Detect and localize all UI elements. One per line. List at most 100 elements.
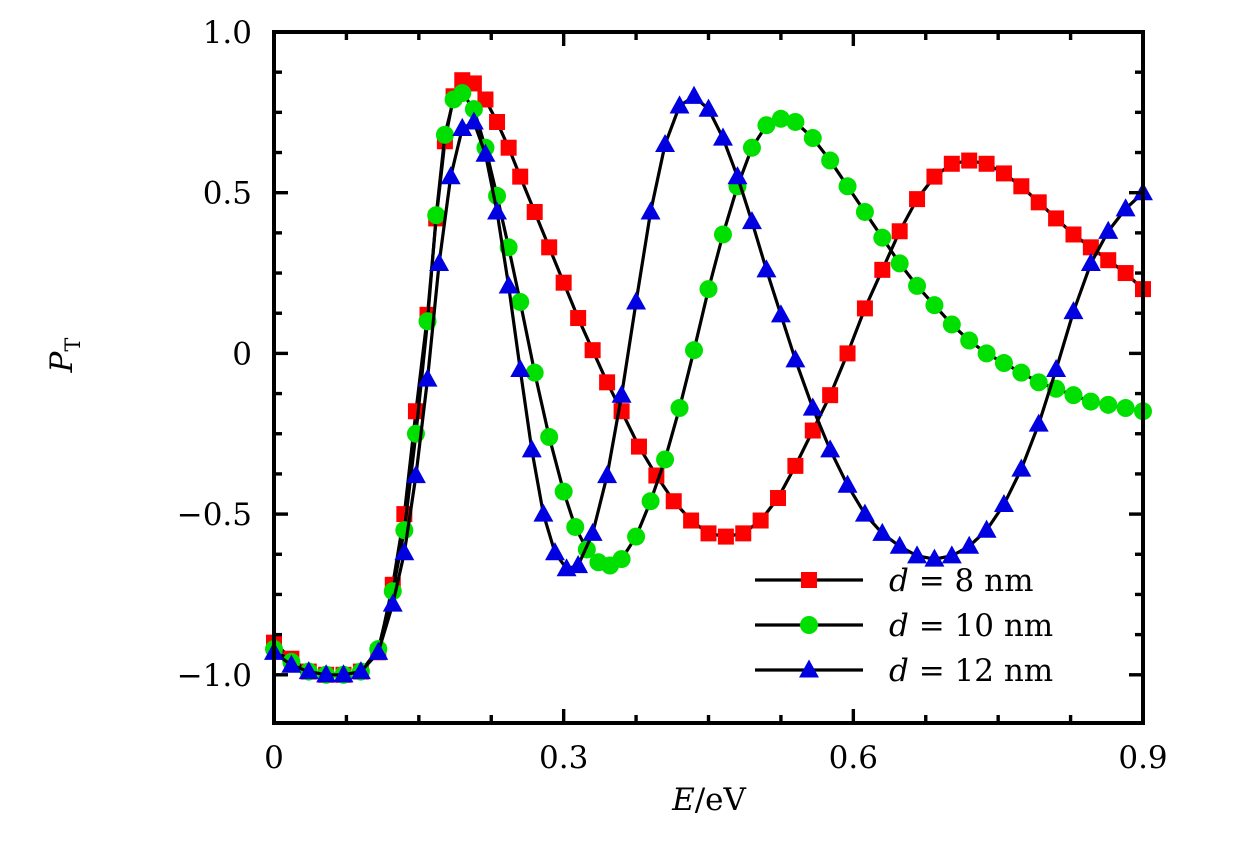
data-point-marker	[1028, 413, 1049, 432]
data-point-marker	[394, 542, 415, 561]
data-point-marker	[908, 276, 927, 295]
data-point-marker	[1065, 226, 1082, 243]
data-point-marker	[1080, 252, 1101, 271]
x-axis-title: E/eV	[671, 782, 746, 818]
series-3	[264, 85, 1153, 683]
data-point-marker	[1081, 392, 1100, 411]
y-tick-label: −1.0	[177, 658, 252, 694]
data-point-marker	[1046, 358, 1067, 378]
data-point-marker	[713, 127, 733, 146]
data-point-marker	[994, 354, 1013, 373]
data-point-marker	[568, 555, 589, 574]
x-tick-label: 0	[264, 740, 284, 776]
data-point-marker	[785, 349, 806, 368]
data-point-marker	[541, 239, 558, 256]
data-point-marker	[1063, 301, 1084, 320]
data-point-marker	[993, 493, 1014, 513]
data-point-marker	[752, 512, 769, 529]
data-point-marker	[698, 98, 719, 117]
tick-label-layer: 0 0.3 0.6 0.9 1.0 0.5 0 −0.5 −1.0	[177, 15, 1168, 776]
data-series-layer	[264, 72, 1153, 684]
data-point-marker	[741, 211, 762, 230]
data-point-marker	[627, 527, 646, 546]
data-point-marker	[856, 300, 873, 317]
x-tick-label: 0.3	[539, 740, 588, 776]
data-point-marker	[555, 274, 572, 291]
data-point-marker	[941, 545, 962, 564]
data-point-marker	[582, 522, 603, 541]
data-point-marker	[837, 474, 858, 493]
data-point-marker	[512, 168, 529, 185]
data-point-marker	[770, 304, 791, 323]
data-point-marker	[872, 522, 893, 541]
data-point-marker	[742, 138, 761, 157]
data-point-marker	[350, 661, 371, 680]
data-point-marker	[717, 528, 734, 545]
data-point-marker	[1030, 194, 1047, 211]
data-point-marker	[477, 91, 494, 108]
legend-item-2[interactable]: d = 10 nm	[755, 608, 1053, 644]
data-point-marker	[1011, 458, 1032, 477]
data-point-marker	[525, 363, 544, 382]
legend-label: d = 12 nm	[889, 653, 1053, 689]
data-point-marker	[890, 254, 909, 273]
data-point-marker	[669, 95, 690, 114]
data-point-marker	[435, 125, 454, 144]
y-tick-label: 0	[232, 336, 252, 372]
data-point-marker	[440, 166, 461, 185]
data-point-marker	[699, 280, 718, 299]
data-point-marker	[475, 143, 496, 162]
data-point-marker	[452, 117, 473, 136]
axis-frame-layer	[272, 30, 1145, 725]
data-point-marker	[333, 664, 354, 683]
data-point-marker	[873, 228, 892, 247]
x-tick-label: 0.9	[1118, 740, 1167, 776]
data-point-marker	[1099, 395, 1118, 414]
data-point-marker	[487, 201, 508, 220]
data-point-marker	[395, 521, 414, 540]
legend-item-1[interactable]: d = 8 nm	[755, 563, 1033, 599]
data-point-marker	[821, 151, 840, 170]
data-point-marker	[599, 374, 616, 391]
data-point-marker	[417, 368, 438, 387]
data-point-marker	[757, 116, 776, 135]
data-point-marker	[960, 331, 979, 350]
data-point-marker	[770, 490, 787, 507]
data-point-marker	[540, 427, 559, 446]
y-tick-label: −0.5	[177, 497, 252, 533]
data-point-marker	[500, 139, 517, 156]
data-point-marker	[855, 202, 874, 221]
data-point-marker	[464, 100, 483, 119]
data-point-marker	[685, 341, 704, 360]
data-point-marker	[889, 535, 910, 554]
data-point-marker	[427, 206, 446, 225]
y-axis-title: PT	[44, 338, 85, 374]
data-point-marker	[978, 155, 995, 172]
data-point-marker	[611, 384, 632, 403]
data-point-marker	[735, 525, 752, 542]
data-point-marker	[839, 345, 856, 362]
data-point-marker	[1012, 363, 1031, 382]
data-point-marker	[511, 292, 530, 311]
x-tick-label: 0.6	[829, 740, 878, 776]
legend-label: d = 8 nm	[889, 563, 1033, 599]
data-point-marker	[584, 342, 601, 359]
data-point-marker	[838, 177, 857, 196]
data-point-marker	[1100, 252, 1117, 269]
data-point-marker	[405, 465, 426, 484]
data-point-marker	[1098, 220, 1119, 239]
data-point-marker	[566, 517, 585, 536]
data-point-marker	[959, 535, 980, 554]
y-tick-label: 1.0	[203, 15, 252, 51]
legend-label: d = 10 nm	[889, 608, 1053, 644]
data-point-marker	[909, 191, 926, 208]
legend-marker-square	[801, 572, 817, 588]
data-point-marker	[613, 403, 630, 420]
legend-item-3[interactable]: d = 12 nm	[755, 653, 1053, 689]
data-point-marker	[787, 457, 804, 474]
legend-marker-triangle	[799, 659, 819, 678]
data-point-marker	[1048, 210, 1065, 227]
data-point-marker	[612, 550, 631, 569]
